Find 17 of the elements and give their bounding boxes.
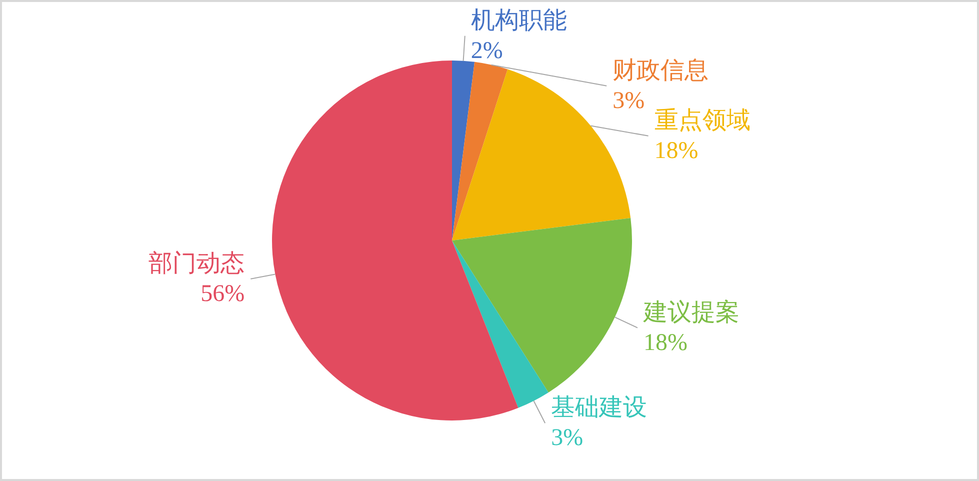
slice-label: 基础建设 (551, 395, 648, 422)
pie-slice (272, 60, 518, 420)
slice-label: 财政信息 (612, 58, 709, 84)
pie-slice (452, 240, 548, 408)
data-label: 2% (470, 38, 503, 64)
data-label: 3% (612, 88, 645, 114)
pie-slice (452, 62, 508, 240)
data-label: 18% (654, 138, 698, 164)
slice-label: 重点领域 (654, 108, 750, 134)
data-label: 3% (551, 425, 584, 452)
slice-label: 建议提案 (642, 298, 740, 326)
pie-slice (452, 60, 475, 240)
slice-label: 机构职能 (470, 8, 567, 34)
data-label: 56% (200, 280, 245, 307)
slice-label: 部门动态 (148, 250, 245, 277)
data-label: 18% (643, 330, 688, 356)
pie-slice (452, 218, 632, 392)
